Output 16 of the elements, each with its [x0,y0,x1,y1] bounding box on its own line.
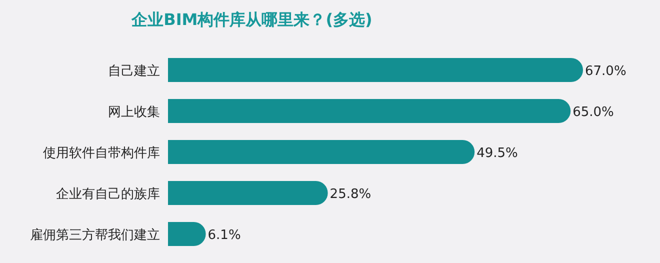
y-tick-label: 企业有自己的族库 [56,187,160,202]
data-label: 6.1% [208,228,241,243]
y-tick-label: 使用软件自带构件库 [43,146,160,161]
y-tick-label: 雇佣第三方帮我们建立 [30,227,160,243]
data-label: 67.0% [585,64,626,79]
bar [168,140,475,164]
data-label: 65.0% [572,105,614,120]
bar [168,99,571,123]
bar [168,222,206,246]
chart-title: 企业BIM构件库从哪里来？(多选) [130,10,372,29]
data-label: 49.5% [476,146,518,161]
y-tick-label: 网上收集 [108,105,160,120]
y-tick-label: 自己建立 [108,63,160,79]
bar [168,58,583,82]
data-label: 25.8% [330,187,372,202]
bar [168,181,328,205]
